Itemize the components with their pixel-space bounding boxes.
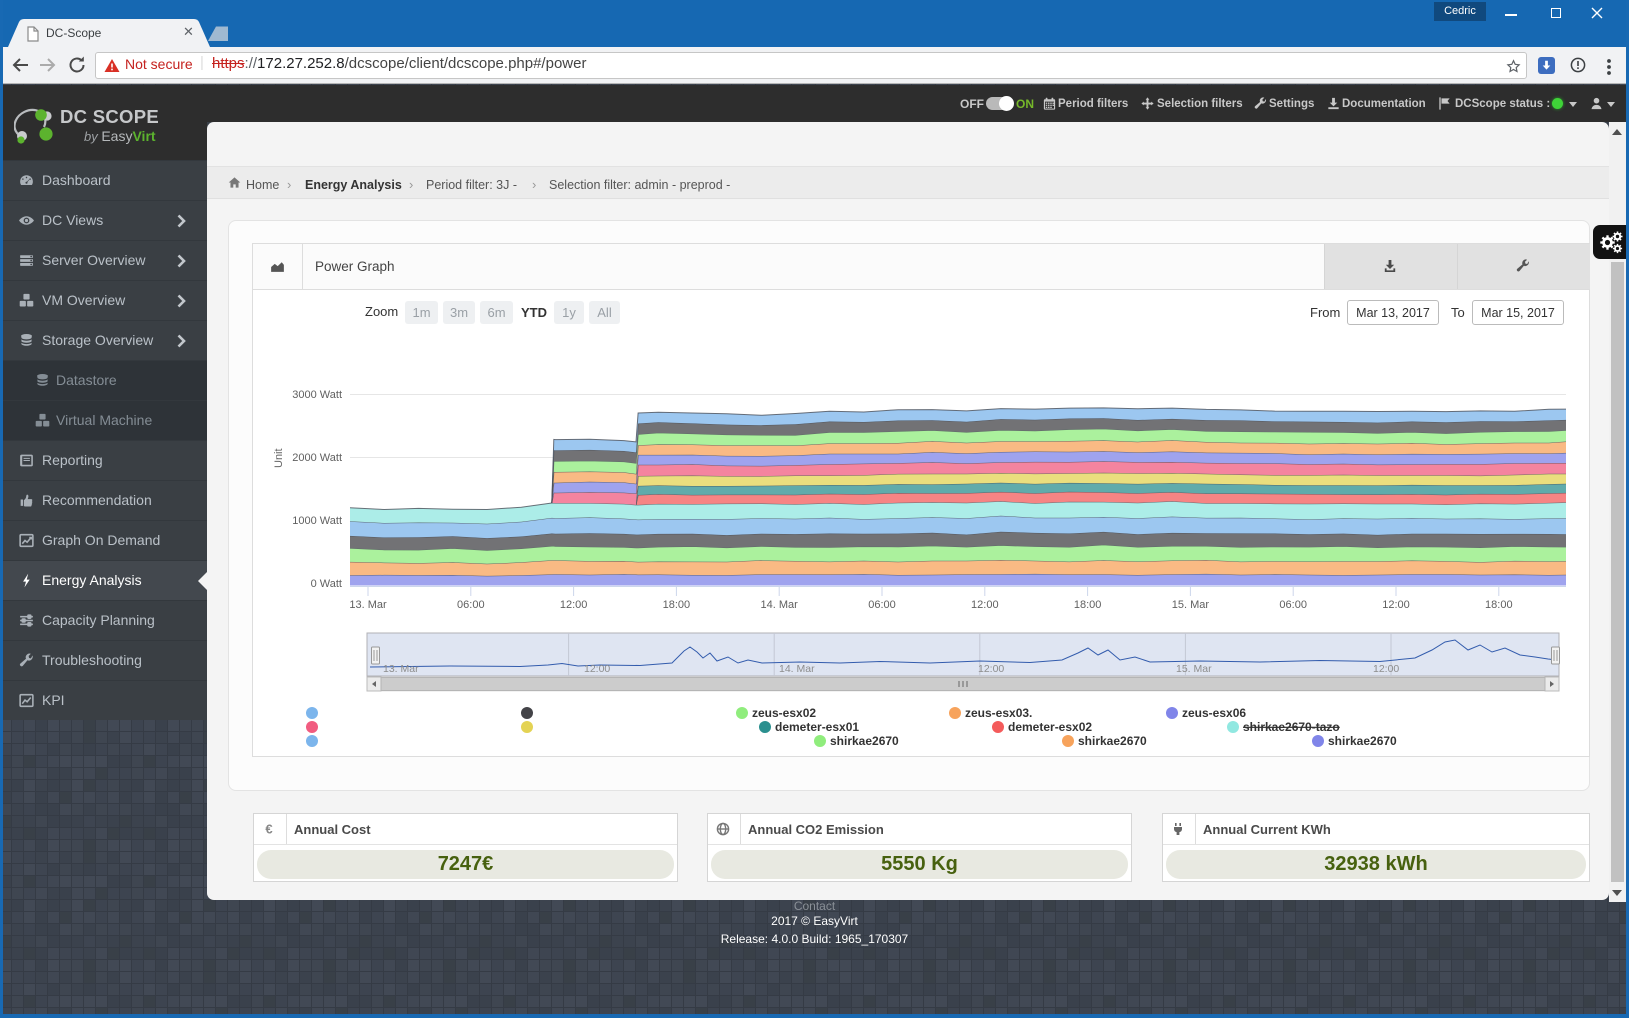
svg-text:18:00: 18:00 — [1074, 599, 1102, 611]
svg-text:shirkae2670: shirkae2670 — [830, 734, 899, 748]
svg-text:13. Mar: 13. Mar — [383, 663, 419, 675]
svg-text:18:00: 18:00 — [1485, 599, 1513, 611]
svg-text:06:00: 06:00 — [457, 599, 485, 611]
svg-text:2000 Watt: 2000 Watt — [292, 452, 342, 464]
svg-text:3000 Watt: 3000 Watt — [292, 389, 342, 401]
svg-text:shirkae2670-tazo: shirkae2670-tazo — [1243, 720, 1340, 734]
svg-text:zeus-esx06: zeus-esx06 — [1182, 706, 1246, 720]
svg-text:12:00: 12:00 — [584, 663, 610, 675]
svg-text:12:00: 12:00 — [1382, 599, 1410, 611]
svg-text:14. Mar: 14. Mar — [779, 663, 815, 675]
svg-text:Unit: Unit — [273, 448, 285, 468]
svg-text:12:00: 12:00 — [560, 599, 588, 611]
svg-text:12:00: 12:00 — [1373, 663, 1399, 675]
svg-text:06:00: 06:00 — [1279, 599, 1307, 611]
svg-text:15. Mar: 15. Mar — [1172, 599, 1210, 611]
svg-text:12:00: 12:00 — [978, 663, 1004, 675]
svg-text:15. Mar: 15. Mar — [1176, 663, 1212, 675]
svg-text:18:00: 18:00 — [663, 599, 691, 611]
svg-text:1000 Watt: 1000 Watt — [292, 515, 342, 527]
svg-text:0 Watt: 0 Watt — [311, 578, 342, 590]
svg-text:zeus-esx02: zeus-esx02 — [752, 706, 816, 720]
svg-text:13. Mar: 13. Mar — [349, 599, 387, 611]
svg-text:zeus-esx03.: zeus-esx03. — [965, 706, 1032, 720]
svg-text:shirkae2670: shirkae2670 — [1078, 734, 1147, 748]
svg-text:06:00: 06:00 — [868, 599, 896, 611]
svg-text:€: € — [265, 822, 272, 837]
svg-text:14. Mar: 14. Mar — [761, 599, 799, 611]
svg-text:demeter-esx02: demeter-esx02 — [1008, 720, 1092, 734]
svg-text:shirkae2670: shirkae2670 — [1328, 734, 1397, 748]
svg-text:12:00: 12:00 — [971, 599, 999, 611]
svg-text:demeter-esx01: demeter-esx01 — [775, 720, 859, 734]
